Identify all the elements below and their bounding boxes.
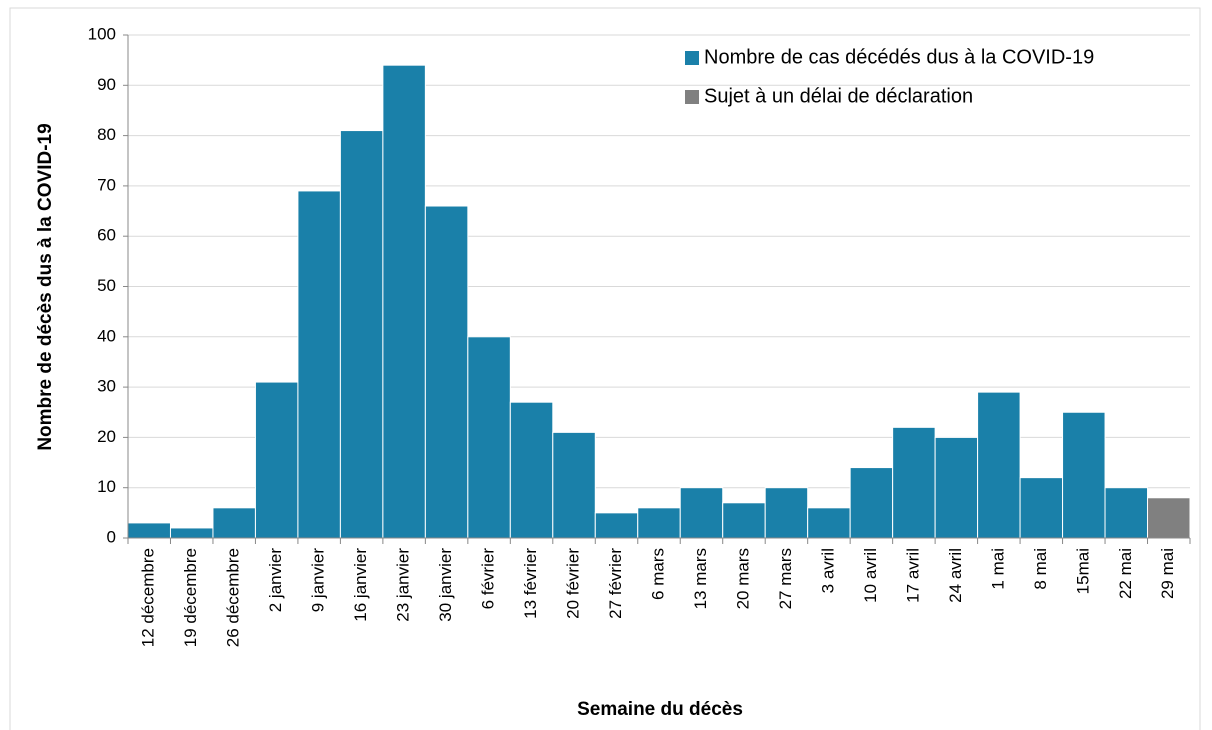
x-tick-label: 6 mars [648,548,667,600]
x-tick-label: 8 mai [1031,548,1050,590]
x-tick-label: 27 février [606,548,625,619]
y-tick-label: 50 [97,276,116,295]
bar [807,507,851,539]
bar [509,401,554,539]
chart-frame [9,7,1201,730]
x-tick-label: 12 décembre [139,548,158,647]
bar [764,487,809,539]
bar [892,426,936,539]
bar [594,512,639,539]
bar [254,381,299,539]
bar [722,502,766,539]
y-tick-label: 60 [97,226,116,245]
bar [169,527,214,539]
bar [849,467,894,539]
x-tick-label: 16 janvier [351,548,370,622]
y-tick-label: 100 [88,24,116,43]
bar [382,64,426,539]
y-tick-label: 40 [97,326,116,345]
x-tick-label: 17 avril [903,548,922,603]
y-tick-label: 80 [97,125,116,144]
legend-label: Nombre de cas décédés dus à la COVID-19 [704,46,1094,68]
x-tick-label: 13 février [521,548,540,619]
x-tick-label: 22 mai [1116,548,1135,599]
bar [297,190,341,539]
x-tick-label: 23 janvier [394,548,413,622]
bar [934,436,979,539]
y-tick-label: 10 [97,477,116,496]
y-tick-label: 0 [107,527,116,546]
x-tick-label: 27 mars [776,548,795,609]
x-tick-label: 19 décembre [181,548,200,647]
x-tick-label: 24 avril [946,548,965,603]
bar [977,391,1021,539]
x-tick-label: 26 décembre [224,548,243,647]
bar [1062,411,1106,539]
x-axis-title: Semaine du décès [577,699,743,720]
legend-swatch [685,90,699,104]
x-tick-label: 30 janvier [436,548,455,622]
bar [424,205,469,539]
bar [467,336,511,539]
legend-label: Sujet à un délai de déclaration [704,85,973,107]
x-tick-label: 2 janvier [266,548,285,613]
legend-swatch [685,51,699,65]
x-tick-label: 10 avril [861,548,880,603]
bar [339,130,384,539]
bar [1019,477,1064,539]
y-tick-label: 70 [97,175,116,194]
y-tick-label: 90 [97,75,116,94]
x-tick-label: 20 février [564,548,583,619]
x-tick-label: 20 mars [733,548,752,609]
bar [637,507,681,539]
x-tick-label: 3 avril [818,548,837,593]
bar [679,487,724,539]
bar [1147,497,1191,539]
x-tick-label: 29 mai [1158,548,1177,599]
bar [212,507,256,539]
y-tick-label: 20 [97,427,116,446]
y-axis-title: Nombre de décès dus à la COVID-19 [35,123,56,450]
x-tick-label: 1 mai [988,548,1007,590]
x-tick-label: 15mai [1073,548,1092,594]
bar [127,522,171,539]
bar [1104,487,1149,539]
x-tick-label: 6 février [479,548,498,610]
x-tick-label: 9 janvier [309,548,328,613]
bar [552,431,596,539]
y-tick-label: 30 [97,377,116,396]
x-tick-label: 13 mars [691,548,710,609]
